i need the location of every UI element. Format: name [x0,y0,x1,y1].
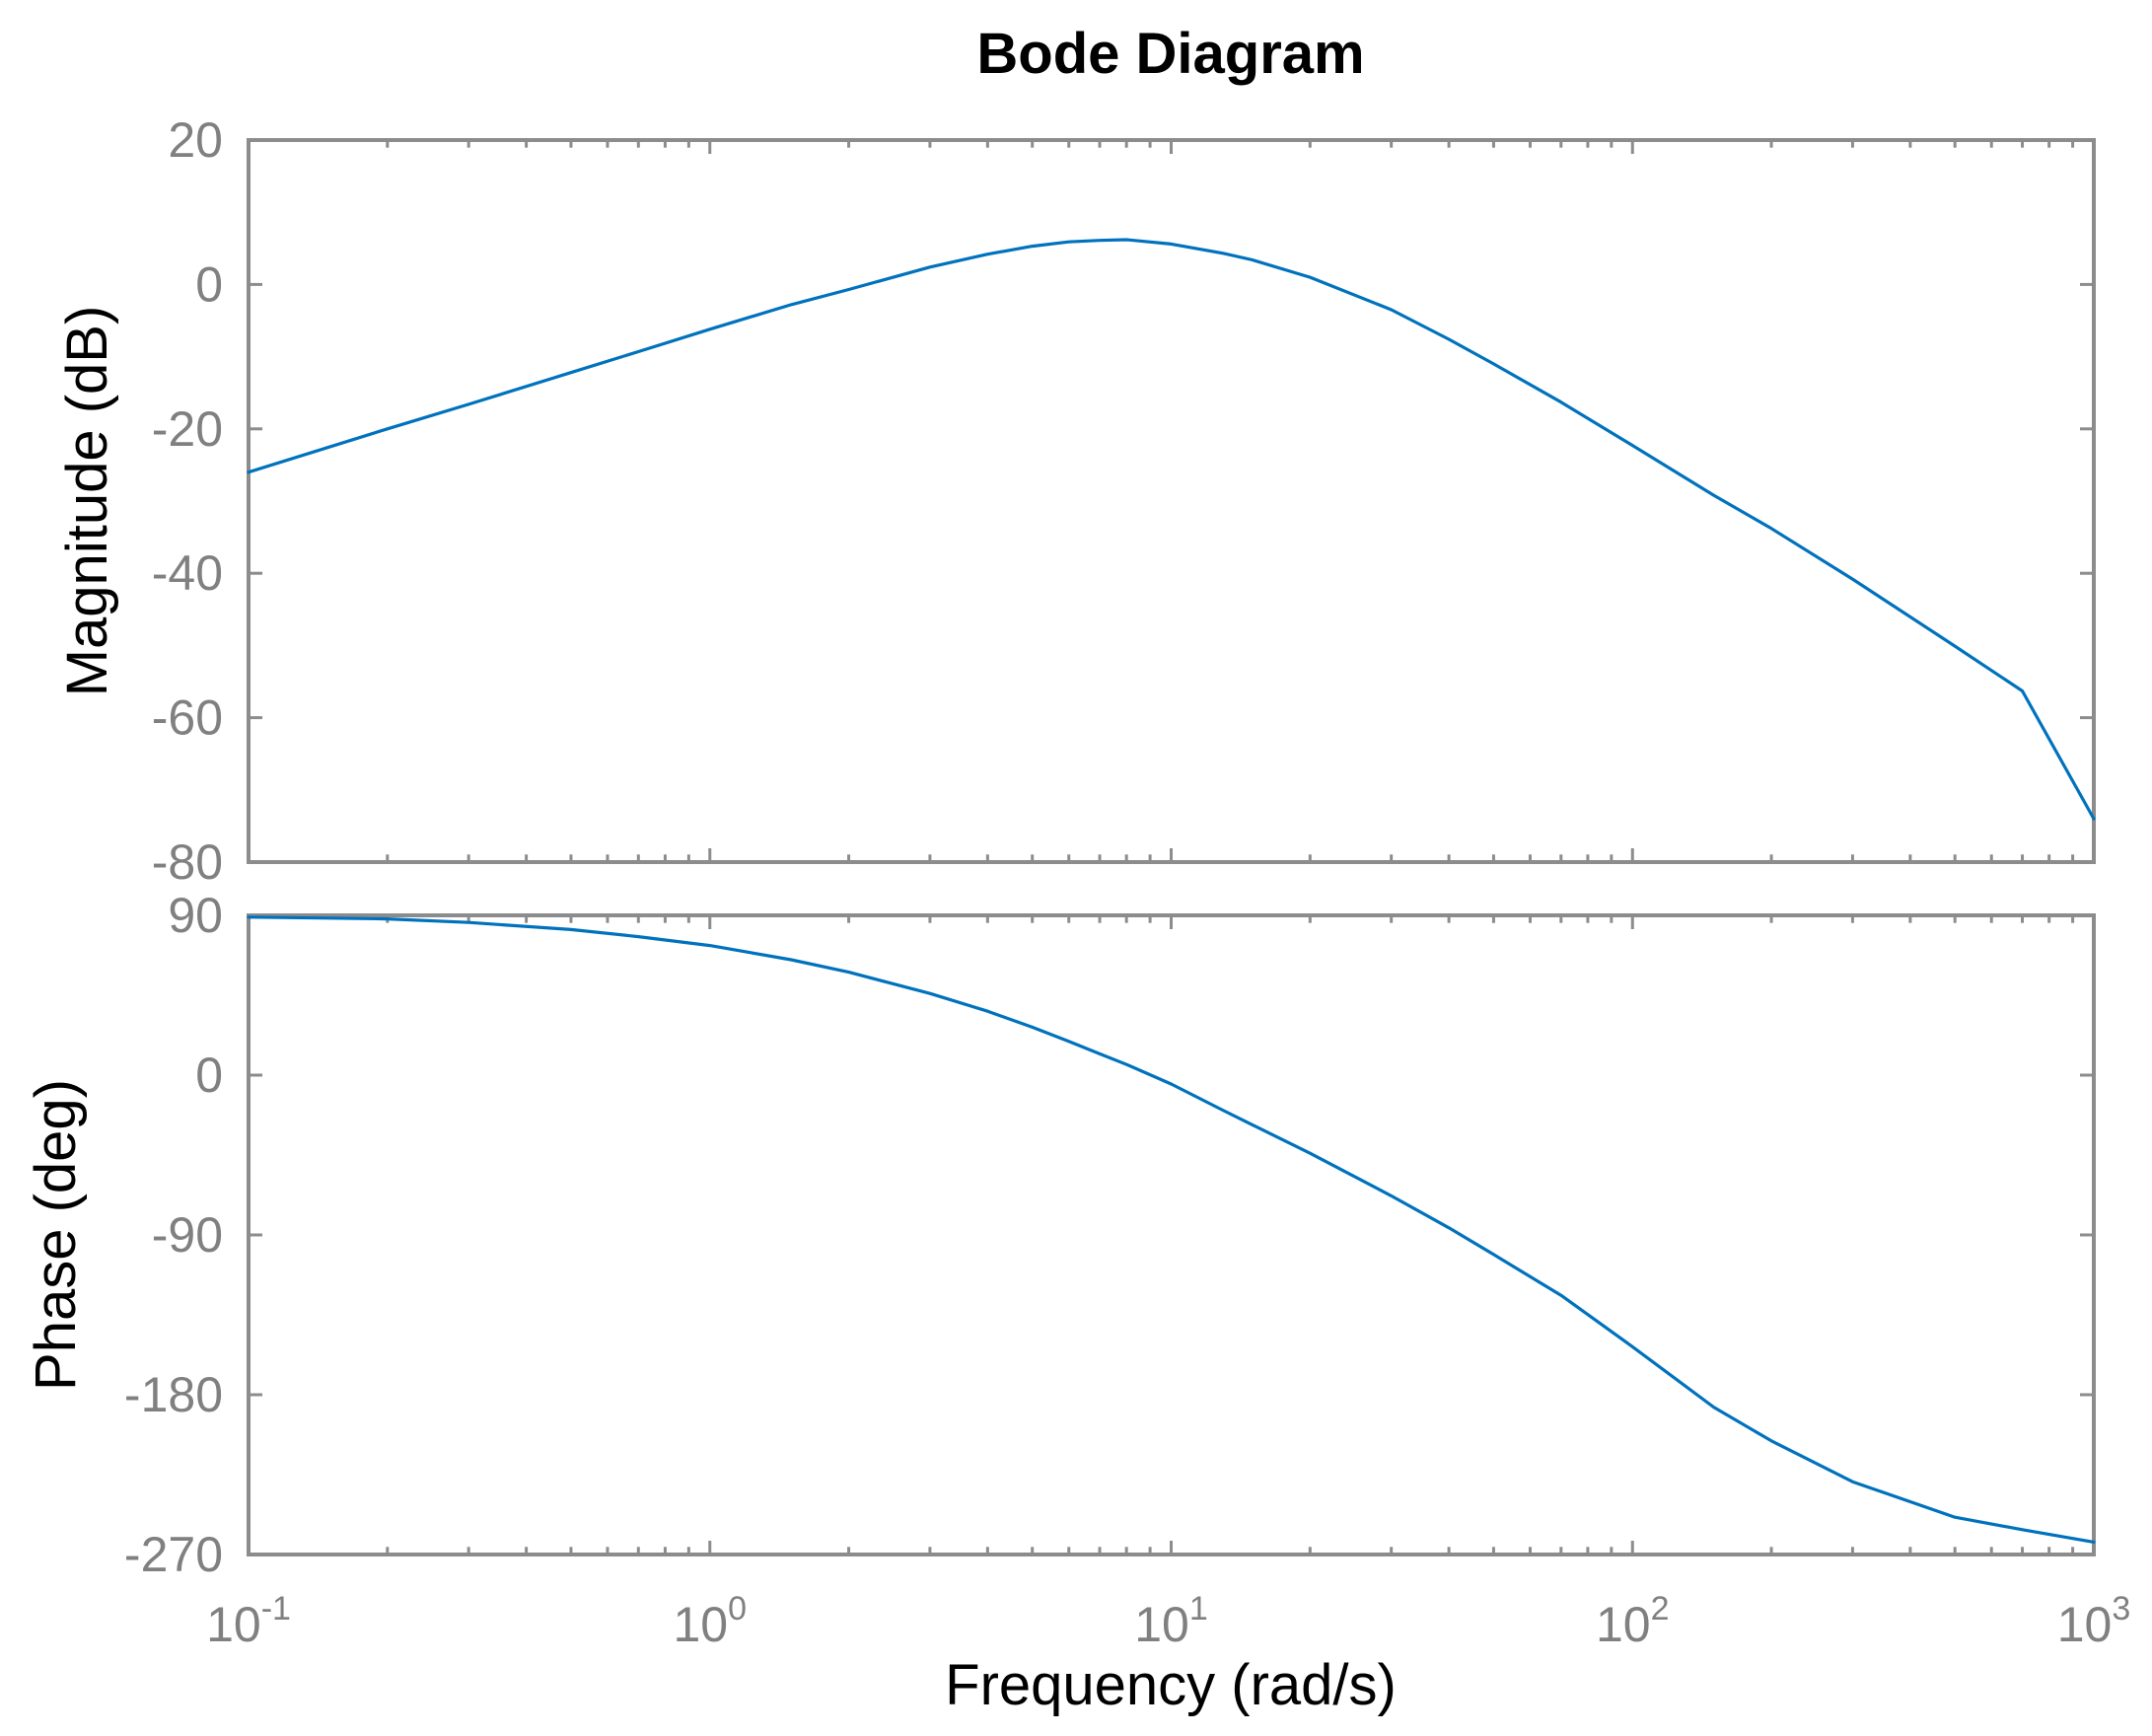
y-tick-label: 90 [168,888,223,943]
phase-axes-frame [247,913,2096,1556]
x-tick-label: 101 [1134,1590,1208,1652]
magnitude-y-tick-labels: 20 0 -20 -40 -60 -80 [152,112,223,890]
x-tick-label: 103 [2057,1590,2131,1652]
x-tick-label: 100 [673,1590,747,1652]
y-tick-label: -20 [152,401,223,457]
x-tick-label: 102 [1596,1590,1670,1652]
x-axis-label: Frequency (rad/s) [945,1653,1397,1717]
magnitude-panel: 20 0 -20 -40 -60 -80 Magnitude (dB) [55,112,2096,890]
chart-title: Bode Diagram [976,22,1364,86]
y-tick-label: 0 [195,256,223,312]
x-tick-labels: 10-1 100 101 102 103 [206,1590,2130,1652]
phase-y-axis-label: Phase (deg) [24,1079,88,1391]
y-tick-label: 20 [168,112,223,168]
y-tick-label: -60 [152,690,223,746]
magnitude-curve [247,238,2096,821]
y-tick-label: -80 [152,834,223,890]
y-tick-label: 0 [195,1048,223,1103]
magnitude-y-axis-label: Magnitude (dB) [55,306,119,697]
magnitude-tick-marks [247,138,2094,864]
x-tick-label: 10-1 [206,1590,291,1652]
phase-tick-marks [247,913,2094,1556]
y-tick-label: -40 [152,545,223,601]
magnitude-axes-frame [247,138,2096,864]
phase-panel: 90 0 -90 -180 -270 Phase (deg) [24,888,2096,1582]
phase-y-tick-labels: 90 0 -90 -180 -270 [124,888,223,1582]
phase-curve [247,915,2096,1544]
y-tick-label: -270 [124,1527,223,1582]
y-tick-label: -90 [152,1207,223,1263]
y-tick-label: -180 [124,1367,223,1422]
